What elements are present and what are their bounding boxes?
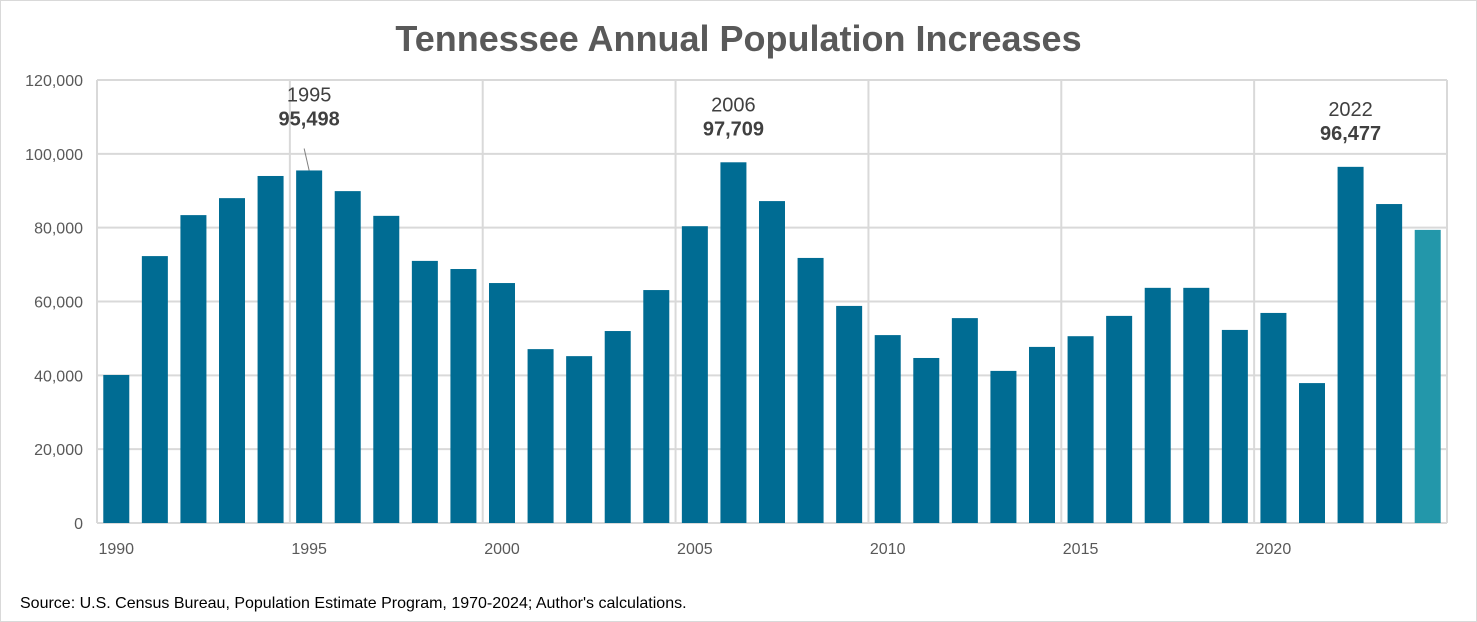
annotation-value: 97,709 [703,118,764,140]
bar-2006 [720,162,747,523]
bar-1998 [411,260,438,523]
bar-2022 [1337,166,1364,523]
bar-2014 [1029,346,1055,523]
bar-1999 [450,269,477,523]
annotation-year: 2006 [711,94,756,116]
bar-2018 [1183,287,1210,523]
bar-2005 [681,226,708,523]
bar-2020 [1260,312,1287,523]
bar-2019 [1221,329,1248,523]
y-tick-label: 100,000 [25,147,83,164]
chart-title: Tennessee Annual Population Increases [395,18,1082,59]
bar-1996 [334,191,361,523]
bar-1990 [103,374,130,523]
annotation-year: 1995 [287,84,332,106]
x-tick-label: 2015 [1063,541,1099,558]
bar-2010 [874,335,901,523]
bar-2015 [1067,336,1094,523]
y-tick-label: 120,000 [25,73,83,90]
y-tick-label: 0 [74,516,83,533]
bar-1994 [257,175,284,523]
bar-2000 [489,283,515,523]
bar-1991 [141,256,168,523]
bar-2002 [566,356,593,523]
bar-2017 [1144,287,1171,523]
bar-2021 [1299,383,1325,523]
y-tick-label: 60,000 [34,295,83,312]
x-tick-label: 1995 [291,541,327,558]
source-note: Source: U.S. Census Bureau, Population E… [20,595,687,612]
x-tick-label: 1990 [98,541,134,558]
bar-2001 [527,349,554,523]
y-tick-label: 80,000 [34,221,83,238]
bar-2008 [797,257,824,523]
bar-2013 [990,370,1017,523]
bar-1993 [219,198,245,523]
annotation-year: 2022 [1328,99,1373,121]
x-tick-label: 2010 [870,541,906,558]
bar-1997 [373,215,400,523]
bar-1992 [180,215,207,524]
y-tick-label: 20,000 [34,442,83,459]
x-tick-label: 2005 [677,541,713,558]
bar-2012 [951,318,978,523]
annotation-value: 95,498 [279,108,340,130]
annotation-leader-line [303,148,310,171]
x-tick-label: 2020 [1256,541,1292,558]
bar-1995 [296,170,323,523]
bar-2011 [913,357,940,523]
bar-2003 [604,331,631,523]
x-tick-label: 2000 [484,541,520,558]
bar-2004 [643,290,670,523]
annotation-value: 96,477 [1320,123,1381,145]
bar-2009 [836,305,863,523]
bar-2007 [759,201,785,523]
bar-2016 [1106,315,1133,523]
bar-2023 [1376,204,1403,524]
y-tick-label: 40,000 [34,368,83,385]
bar-2024 [1414,229,1441,524]
